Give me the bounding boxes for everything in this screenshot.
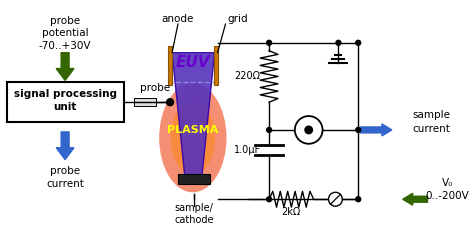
Ellipse shape (171, 101, 215, 175)
Circle shape (356, 40, 361, 45)
Ellipse shape (159, 83, 227, 192)
Circle shape (356, 197, 361, 202)
Circle shape (356, 127, 361, 132)
Circle shape (304, 125, 313, 135)
Text: 2kΩ: 2kΩ (281, 207, 301, 217)
Text: PLASMA: PLASMA (167, 125, 219, 135)
Text: V₀
0..-200V: V₀ 0..-200V (426, 178, 469, 201)
Text: sample
current: sample current (413, 110, 451, 134)
FancyArrow shape (56, 132, 74, 160)
Bar (178, 174, 210, 184)
Circle shape (295, 116, 323, 144)
Text: EUV: EUV (175, 55, 210, 70)
FancyBboxPatch shape (7, 82, 124, 122)
Text: probe
current: probe current (46, 166, 84, 189)
Circle shape (166, 99, 173, 106)
Text: 220Ω: 220Ω (234, 72, 260, 81)
Text: sample/
cathode: sample/ cathode (174, 203, 214, 225)
FancyArrow shape (56, 53, 74, 80)
Circle shape (336, 40, 341, 45)
FancyArrow shape (360, 124, 392, 136)
Text: grid: grid (228, 14, 248, 24)
Circle shape (266, 127, 272, 132)
Bar (214, 46, 218, 85)
FancyArrow shape (403, 193, 428, 205)
Circle shape (328, 192, 342, 206)
Bar (168, 46, 172, 85)
Text: 1.0μF: 1.0μF (234, 145, 261, 155)
Polygon shape (172, 53, 215, 177)
Text: probe
potential
-70..+30V: probe potential -70..+30V (39, 16, 91, 51)
Text: signal processing
unit: signal processing unit (14, 89, 117, 112)
Circle shape (266, 197, 272, 202)
Bar (135, 98, 156, 106)
Circle shape (266, 40, 272, 45)
Text: probe: probe (140, 83, 170, 93)
Text: anode: anode (162, 14, 194, 24)
